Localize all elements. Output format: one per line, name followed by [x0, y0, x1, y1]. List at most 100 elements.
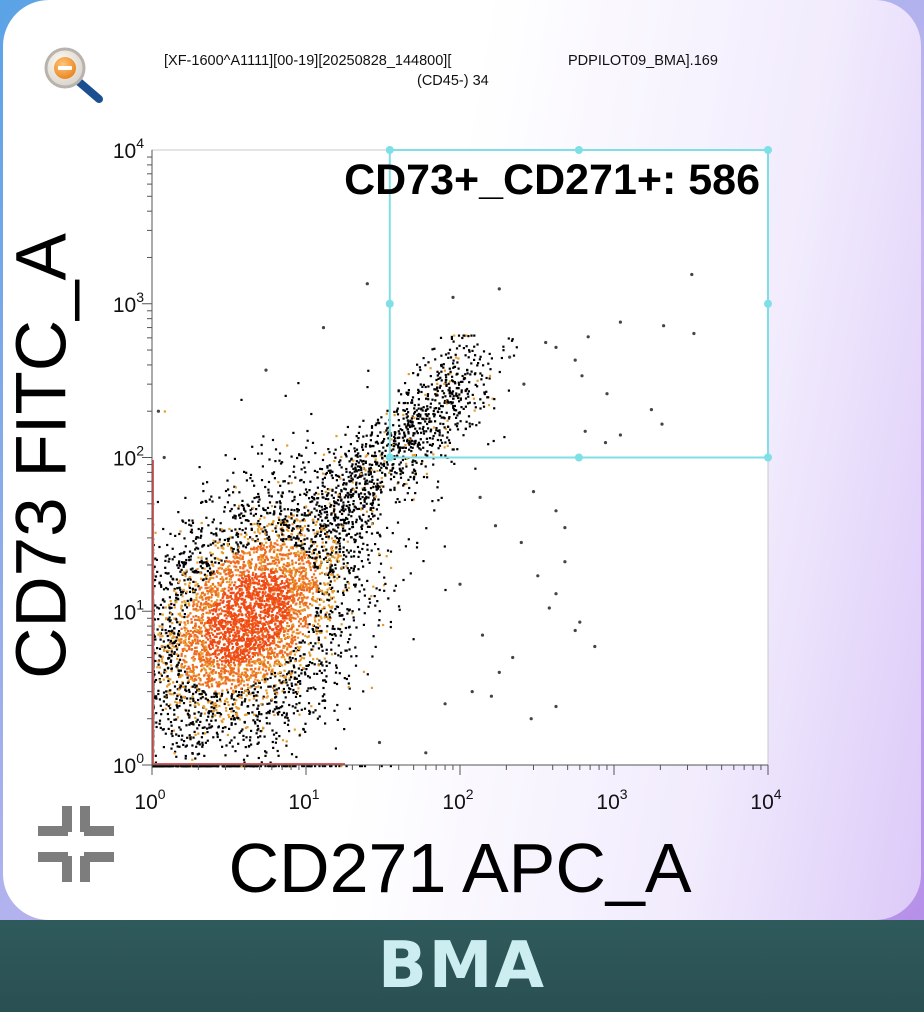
- density-dot: [283, 721, 286, 724]
- density-dot: [307, 614, 310, 617]
- density-dot: [304, 622, 307, 625]
- density-dot: [396, 521, 400, 524]
- density-dot: [257, 685, 260, 688]
- density-dot: [327, 599, 331, 602]
- density-dot: [277, 640, 280, 643]
- density-dot: [191, 695, 194, 698]
- density-dot: [254, 651, 257, 655]
- density-dot: [257, 671, 260, 674]
- density-dot: [373, 595, 376, 598]
- density-dot: [210, 609, 213, 612]
- density-dot: [204, 663, 207, 667]
- density-dot: [170, 664, 173, 667]
- density-dot: [243, 619, 246, 622]
- density-dot: [178, 623, 181, 626]
- density-dot: [318, 566, 322, 569]
- density-dot: [260, 565, 263, 568]
- density-dot: [294, 671, 297, 674]
- density-dot: [171, 644, 174, 647]
- density-dot: [348, 687, 351, 690]
- zoom-out-button[interactable]: [42, 46, 108, 106]
- density-dot: [270, 635, 273, 638]
- density-dot: [276, 543, 279, 546]
- density-dot: [189, 629, 192, 633]
- density-dot: [245, 640, 248, 643]
- density-dot: [266, 678, 269, 681]
- density-dot: [250, 558, 253, 561]
- density-dot: [268, 722, 271, 725]
- density-dot: [207, 681, 210, 684]
- density-dot: [346, 608, 349, 611]
- density-dot: [316, 566, 319, 569]
- density-dot: [300, 672, 303, 675]
- density-dot: [162, 527, 165, 531]
- density-dot: [211, 662, 214, 665]
- density-dot: [299, 566, 302, 569]
- density-dot: [167, 657, 170, 660]
- density-dot: [196, 718, 199, 721]
- density-dot: [299, 525, 302, 528]
- density-dot: [377, 548, 380, 551]
- density-dot: [269, 583, 273, 586]
- density-dot: [235, 600, 238, 603]
- density-dot: [328, 619, 331, 622]
- density-dot: [192, 626, 195, 629]
- density-dot: [194, 548, 197, 551]
- density-dot: [227, 539, 230, 542]
- density-dot: [229, 595, 232, 599]
- density-dot: [190, 634, 193, 638]
- density-dot: [244, 650, 247, 653]
- density-dot: [238, 696, 241, 699]
- density-dot: [264, 584, 267, 588]
- density-dot: [164, 555, 167, 558]
- density-dot: [323, 616, 326, 619]
- density-dot: [228, 560, 231, 563]
- density-dot: [205, 636, 208, 639]
- density-dot: [303, 538, 306, 541]
- density-dot: [301, 600, 304, 603]
- density-dot: [290, 481, 293, 485]
- density-dot: [217, 672, 221, 675]
- density-dot: [266, 608, 269, 612]
- density-dot: [162, 678, 165, 681]
- density-dot: [191, 744, 194, 747]
- density-dot: [186, 619, 189, 622]
- density-dot: [198, 693, 201, 696]
- density-dot: [271, 562, 274, 565]
- density-dot: [254, 512, 257, 516]
- density-dot: [280, 591, 283, 594]
- density-dot: [281, 581, 284, 585]
- density-dot: [163, 695, 166, 698]
- density-dot: [212, 577, 215, 580]
- density-dot: [303, 618, 306, 621]
- density-dot: [281, 611, 284, 614]
- density-dot: [227, 537, 231, 540]
- density-dot: [229, 510, 232, 513]
- density-dot: [236, 654, 239, 657]
- density-dot: [201, 598, 204, 601]
- density-dot: [323, 485, 326, 488]
- density-dot: [219, 572, 222, 575]
- density-dot: [249, 604, 252, 607]
- collapse-button[interactable]: [36, 804, 116, 884]
- density-dot: [242, 504, 245, 507]
- density-dot: [327, 537, 330, 540]
- density-dot: [365, 522, 368, 525]
- density-dot: [264, 577, 267, 580]
- density-dot: [217, 685, 220, 688]
- density-dot: [319, 611, 322, 614]
- density-dot: [261, 530, 264, 533]
- density-dot: [291, 705, 294, 708]
- density-dot: [228, 630, 231, 633]
- density-dot: [333, 627, 336, 631]
- density-dot: [292, 623, 295, 626]
- density-dot: [318, 589, 321, 592]
- density-dot: [230, 723, 233, 726]
- density-dot: [240, 703, 243, 706]
- density-dot: [260, 479, 264, 482]
- density-dot: [233, 679, 236, 682]
- density-dot: [215, 695, 218, 698]
- density-dot: [229, 536, 232, 539]
- density-dot: [201, 648, 204, 651]
- density-dot: [260, 573, 263, 576]
